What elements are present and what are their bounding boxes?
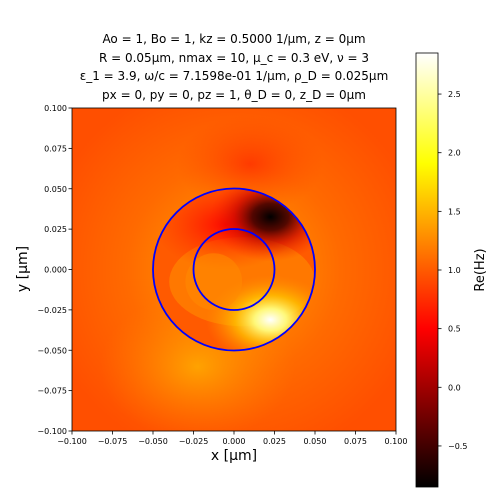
y-tick-label: 0.050 bbox=[44, 185, 67, 194]
y-tick-label: −0.025 bbox=[37, 306, 67, 315]
x-tick-label: −0.050 bbox=[138, 437, 168, 446]
y-tick-label: 0.000 bbox=[44, 266, 67, 275]
y-tick-label: 0.025 bbox=[44, 225, 67, 234]
colorbar-tick-label: 0.5 bbox=[448, 325, 461, 334]
colorbar-tick-label: 1.5 bbox=[448, 207, 461, 216]
x-tick-label: −0.075 bbox=[98, 437, 128, 446]
field-outer-dark-region bbox=[177, 115, 324, 213]
y-tick-label: −0.100 bbox=[37, 427, 67, 436]
x-tick-label: 0.075 bbox=[344, 437, 367, 446]
colorbar-tick-label: 0.0 bbox=[448, 383, 461, 392]
x-tick-label: 0.000 bbox=[223, 437, 246, 446]
y-tick-label: −0.075 bbox=[37, 387, 67, 396]
x-tick-label: 0.050 bbox=[304, 437, 327, 446]
boundary-circles bbox=[152, 187, 316, 352]
y-tick-label: −0.050 bbox=[37, 346, 67, 355]
colorbar-tick-label: 1.0 bbox=[448, 266, 461, 275]
y-axis-ticks: 0.100 0.075 0.050 0.025 0.000 −0.025 −0.050 −0.… bbox=[37, 104, 72, 436]
title-line-1: Ao = 1, Bo = 1, kz = 0.5000 1/μm, z = 0μ… bbox=[102, 32, 365, 46]
chart-title: Ao = 1, Bo = 1, kz = 0.5000 1/μm, z = 0μ… bbox=[80, 32, 389, 102]
title-line-2: R = 0.05μm, nmax = 10, μ_c = 0.3 eV, ν =… bbox=[99, 51, 369, 65]
colorbar-ticks: −0.5 0.0 0.5 1.0 1.5 2.0 2.5 bbox=[438, 90, 467, 451]
x-tick-label: −0.100 bbox=[57, 437, 87, 446]
colorbar-label: Re(Hz) bbox=[473, 248, 488, 291]
colorbar-tick-label: 2.5 bbox=[448, 90, 461, 99]
x-axis-ticks: −0.100 −0.075 −0.050 −0.025 0.000 0.025 0.050 0… bbox=[57, 431, 407, 446]
x-axis-label: x [μm] bbox=[211, 448, 257, 464]
boundary-circle-2 bbox=[192, 228, 276, 311]
title-line-4: px = 0, py = 0, pz = 1, θ_D = 0, z_D = 0… bbox=[102, 88, 366, 102]
y-tick-label: 0.100 bbox=[44, 104, 67, 113]
heatmap-plot-area bbox=[72, 108, 396, 431]
boundary-circle-1 bbox=[152, 187, 316, 352]
disk-inner-warm bbox=[185, 253, 243, 310]
y-axis-label: y [μm] bbox=[15, 246, 31, 292]
colorbar bbox=[415, 52, 439, 488]
y-tick-label: 0.075 bbox=[44, 144, 67, 153]
x-tick-label: 0.100 bbox=[385, 437, 408, 446]
colorbar-tick-label: −0.5 bbox=[448, 442, 467, 451]
title-line-3: ε_1 = 3.9, ω/c = 7.1598e-01 1/μm, ρ_D = … bbox=[80, 69, 389, 83]
colorbar-tick-label: 2.0 bbox=[448, 149, 461, 158]
x-tick-label: 0.025 bbox=[263, 437, 286, 446]
x-tick-label: −0.025 bbox=[179, 437, 209, 446]
